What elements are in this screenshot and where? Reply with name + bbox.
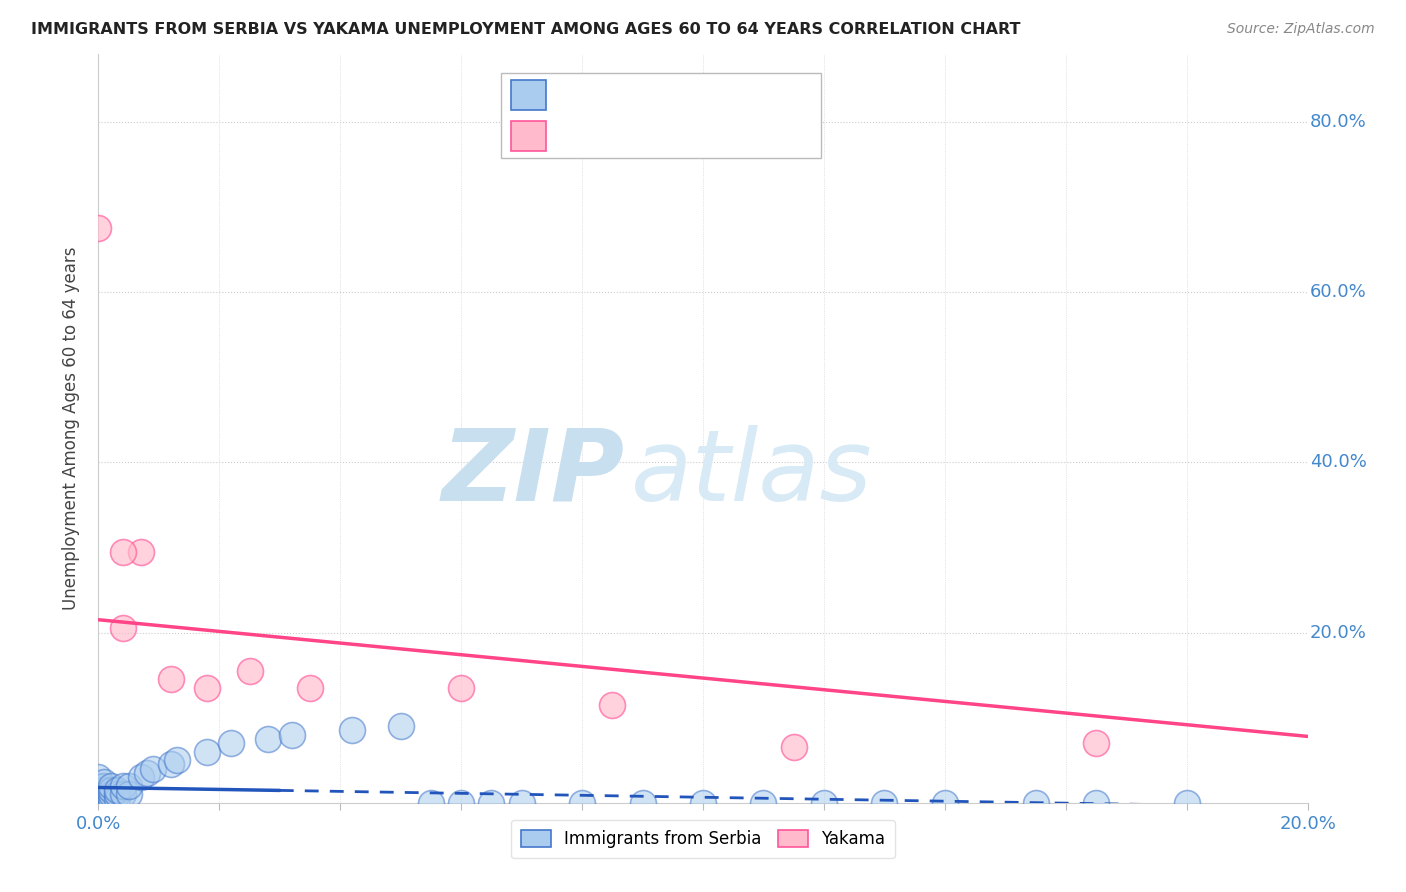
Point (100, 787, 122, 801)
Point (631, 796, 654, 810)
Point (571, 796, 593, 810)
Point (142, 762, 165, 776)
Point (87, 791, 110, 805)
Point (420, 796, 443, 810)
Point (1085, 796, 1108, 810)
Point (813, 796, 835, 810)
Point (93, 783, 115, 797)
Point (1024, 796, 1046, 810)
Point (87, 796, 110, 810)
Text: 60.0%: 60.0% (1310, 283, 1367, 301)
Point (602, 698, 624, 712)
Point (87, 770, 110, 784)
Point (281, 728, 304, 742)
Point (510, 796, 533, 810)
Point (93, 791, 115, 805)
Point (135, 766, 157, 780)
Point (87, 791, 110, 805)
Text: 40.0%: 40.0% (1310, 453, 1367, 471)
Point (752, 796, 775, 810)
Point (100, 779, 122, 793)
Point (105, 787, 128, 801)
Point (129, 770, 152, 784)
Point (87, 221, 110, 235)
Point (692, 796, 714, 810)
Text: IMMIGRANTS FROM SERBIA VS YAKAMA UNEMPLOYMENT AMONG AGES 60 TO 64 YEARS CORRELAT: IMMIGRANTS FROM SERBIA VS YAKAMA UNEMPLO… (31, 22, 1021, 37)
Point (299, 681, 322, 695)
Text: ZIP: ZIP (441, 425, 624, 522)
Point (160, 673, 183, 687)
Point (195, 681, 218, 695)
Point (450, 681, 472, 695)
Point (105, 783, 128, 797)
Point (100, 796, 122, 810)
Point (87, 779, 110, 793)
Point (166, 753, 188, 767)
Point (1175, 796, 1198, 810)
Point (93, 774, 115, 789)
Point (256, 731, 278, 746)
Point (195, 745, 218, 759)
Text: atlas: atlas (630, 425, 872, 522)
Point (783, 740, 806, 755)
Point (221, 736, 243, 750)
Point (111, 621, 134, 635)
Point (129, 544, 152, 558)
Point (934, 796, 956, 810)
Point (1085, 736, 1108, 750)
Legend: Immigrants from Serbia, Yakama: Immigrants from Serbia, Yakama (510, 820, 896, 858)
Point (93, 796, 115, 810)
Point (93, 779, 115, 793)
Point (87, 787, 110, 801)
Text: Source: ZipAtlas.com: Source: ZipAtlas.com (1227, 22, 1375, 37)
Y-axis label: Unemployment Among Ages 60 to 64 years: Unemployment Among Ages 60 to 64 years (62, 246, 80, 610)
Text: 80.0%: 80.0% (1310, 112, 1367, 130)
Point (93, 787, 115, 801)
Point (160, 757, 183, 772)
Point (87, 796, 110, 810)
Point (105, 791, 128, 805)
Point (87, 796, 110, 810)
Point (87, 787, 110, 801)
Point (111, 787, 134, 801)
Point (111, 544, 134, 558)
Point (93, 796, 115, 810)
Text: 20.0%: 20.0% (1310, 624, 1367, 641)
Point (118, 787, 141, 801)
Point (389, 719, 412, 733)
Point (100, 783, 122, 797)
Point (118, 779, 141, 793)
Point (450, 796, 472, 810)
Point (87, 783, 110, 797)
Point (111, 779, 134, 793)
Point (239, 664, 262, 678)
Point (481, 796, 503, 810)
Point (342, 723, 364, 738)
Point (100, 791, 122, 805)
Point (873, 796, 896, 810)
